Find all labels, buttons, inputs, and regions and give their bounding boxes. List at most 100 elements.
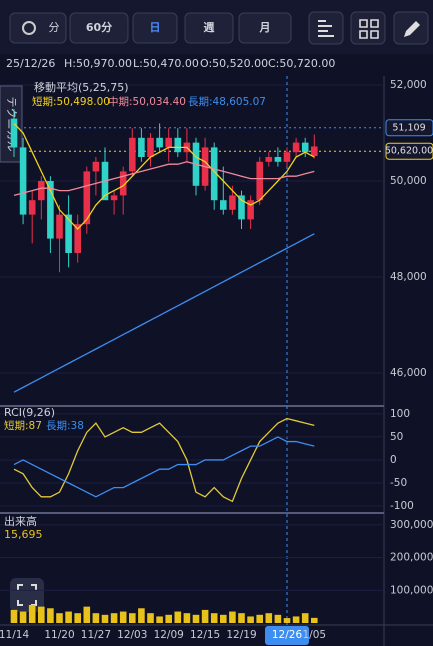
- volume-bar: [110, 613, 118, 623]
- volume-bar: [165, 614, 172, 623]
- panel-subtitle: 15,695: [4, 528, 43, 541]
- volume-bar: [147, 613, 154, 623]
- y-tick-label: 52,000: [390, 79, 427, 91]
- volume-bar: [56, 613, 63, 623]
- candle-body: [92, 161, 100, 172]
- candle-body: [156, 137, 163, 148]
- candle-body: [138, 137, 145, 158]
- day-label: 日: [150, 21, 161, 34]
- candle-body: [165, 137, 172, 148]
- y-tick-label: 50: [390, 431, 403, 443]
- volume-bar: [10, 609, 18, 623]
- x-tick-label: 12/26: [272, 629, 303, 641]
- volume-bar: [283, 618, 291, 623]
- volume-bar: [292, 616, 300, 623]
- volume-bar: [265, 613, 273, 623]
- candle-body: [292, 142, 300, 153]
- info-close: C:50,720.00: [268, 57, 335, 70]
- y-tick-label: 48,000: [390, 271, 427, 283]
- info-high: H:50,970.00: [64, 57, 132, 70]
- pen-icon: [404, 21, 420, 37]
- candle-body: [74, 224, 81, 253]
- candle-body: [311, 146, 318, 157]
- candle-body: [110, 195, 118, 201]
- volume-bar: [220, 614, 227, 623]
- volume-bar: [92, 613, 100, 623]
- panel-title: RCI(9,26): [4, 406, 55, 419]
- indicator-icon: [318, 20, 334, 37]
- volume-bar: [256, 614, 263, 623]
- x-tick-label: 1/05: [303, 629, 327, 641]
- candle-body: [28, 200, 36, 215]
- month-button[interactable]: [238, 12, 292, 44]
- volume-bar: [83, 606, 91, 623]
- legend-entry: 中期:50,034.40: [108, 95, 186, 108]
- 60min-button[interactable]: [69, 12, 129, 44]
- indicator-button[interactable]: [308, 11, 344, 45]
- gear-icon: [22, 21, 36, 35]
- volume-bar: [47, 608, 54, 623]
- x-tick-label: 12/15: [190, 629, 220, 641]
- volume-bar: [129, 613, 136, 623]
- x-tick-label: 11/27: [81, 629, 111, 641]
- candle-body: [147, 137, 154, 158]
- legend-entry: 短期:87: [4, 419, 42, 432]
- candle-body: [10, 118, 18, 148]
- candle-body: [47, 181, 54, 239]
- candle-body: [283, 152, 291, 162]
- volume-bar: [311, 617, 318, 623]
- candle-body: [174, 137, 182, 153]
- x-tick-label: 12/09: [154, 629, 184, 641]
- info-low: L:50,470.00: [133, 57, 199, 70]
- volume-bar: [174, 611, 182, 623]
- volume-bar: [101, 614, 109, 623]
- month-label: 月: [259, 21, 271, 34]
- candle-body: [220, 200, 227, 210]
- y-tick-label: 100: [390, 408, 410, 420]
- volume-bar: [19, 611, 27, 623]
- volume-bar: [274, 614, 282, 623]
- layout-icon: [359, 19, 379, 39]
- panel-title: 出来高: [4, 514, 37, 528]
- candle-body: [247, 200, 254, 220]
- y-tick-label: 0: [390, 454, 397, 466]
- x-tick-label: 12/19: [226, 629, 256, 641]
- 60min-label: 60分: [86, 20, 112, 34]
- rci-line: [13, 417, 315, 503]
- minute-button[interactable]: [9, 12, 67, 44]
- x-tick-label: 12/03: [117, 629, 147, 641]
- volume-bar: [74, 613, 81, 623]
- volume-bar: [301, 613, 309, 623]
- volume-bar: [192, 614, 200, 623]
- price-badge-label: 50,620.00: [385, 146, 433, 157]
- candle-body: [274, 157, 282, 162]
- expand-icon: [17, 584, 37, 606]
- candle-body: [38, 181, 45, 201]
- date-highlight: [265, 626, 309, 645]
- y-tick-label: 300,000: [390, 519, 433, 531]
- volume-bar: [28, 605, 36, 623]
- candle-body: [265, 157, 273, 162]
- ma-line: [13, 161, 315, 197]
- day-button[interactable]: [132, 12, 178, 44]
- layout-button[interactable]: [350, 11, 386, 45]
- y-tick-label: 200,000: [390, 552, 433, 564]
- candle-body: [229, 195, 236, 210]
- week-label: 週: [204, 20, 215, 34]
- candle-body: [83, 171, 91, 225]
- candle-body: [65, 214, 72, 253]
- candle-body: [256, 161, 263, 201]
- candle-body: [210, 147, 218, 201]
- legend-entry: 長期:38: [46, 420, 84, 432]
- candle-body: [301, 142, 309, 153]
- volume-bar: [65, 611, 72, 623]
- panel-title: 移動平均(5,25,75): [34, 80, 129, 94]
- legend-entry: 長期:48,605.07: [188, 96, 266, 108]
- week-button[interactable]: [184, 12, 234, 44]
- volume-bar: [183, 613, 191, 623]
- y-tick-label: 50,000: [390, 175, 427, 187]
- y-tick-label: 100,000: [390, 584, 433, 596]
- rci-line: [13, 436, 315, 498]
